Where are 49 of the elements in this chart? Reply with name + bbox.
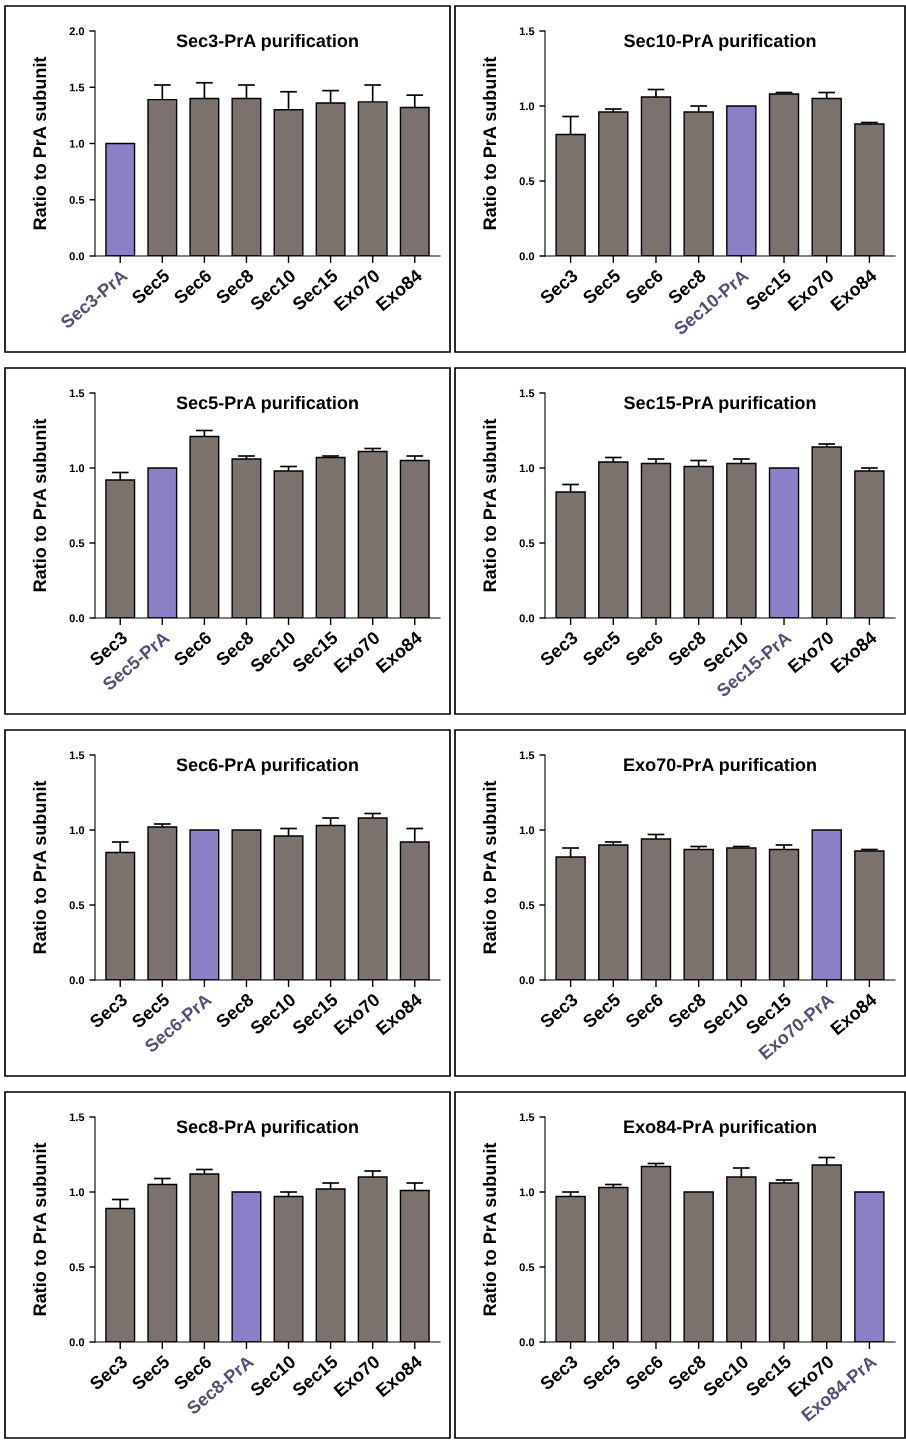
y-tick-label: 1.5 bbox=[69, 83, 85, 92]
y-tick-label: 1.0 bbox=[69, 1188, 85, 1197]
y-tick-label: 0.5 bbox=[519, 539, 535, 548]
y-tick-label: 0.5 bbox=[519, 1263, 535, 1272]
chart-title: Sec5-PrA purification bbox=[176, 395, 358, 413]
chart-title: Sec8-PrA purification bbox=[176, 1119, 358, 1137]
y-tick-label: 1.5 bbox=[69, 751, 85, 760]
y-axis-title: Ratio to PrA subunit bbox=[32, 56, 47, 230]
y-axis-title: Ratio to PrA subunit bbox=[32, 1142, 47, 1316]
y-tick-label: 0.5 bbox=[69, 196, 85, 204]
y-tick-label: 1.0 bbox=[69, 826, 85, 835]
chart-title: Sec15-PrA purification bbox=[624, 395, 816, 413]
y-tick-label: 2.0 bbox=[69, 27, 85, 36]
y-tick-label: 0.5 bbox=[69, 539, 85, 548]
y-tick-label: 0.0 bbox=[69, 976, 85, 985]
y-tick-label: 0.0 bbox=[519, 252, 535, 261]
y-tick-label: 0.5 bbox=[69, 1263, 85, 1272]
y-tick-label: 1.0 bbox=[69, 464, 85, 473]
y-tick-label: 1.0 bbox=[519, 102, 535, 111]
y-tick-label: 1.5 bbox=[69, 389, 85, 398]
y-tick-label: 1.5 bbox=[519, 27, 535, 36]
y-tick-label: 0.0 bbox=[69, 614, 85, 623]
y-tick-label: 1.5 bbox=[69, 1113, 85, 1122]
y-tick-label: 0.0 bbox=[519, 976, 535, 985]
y-tick-label: 1.0 bbox=[69, 139, 85, 148]
y-tick-label: 1.5 bbox=[519, 1113, 535, 1122]
y-tick-label: 1.0 bbox=[519, 464, 535, 473]
chart-title: Sec6-PrA purification bbox=[176, 757, 358, 775]
y-tick-label: 0.0 bbox=[519, 1338, 535, 1347]
chart-title: Sec10-PrA purification bbox=[624, 33, 816, 51]
chart-title: Exo84-PrA purification bbox=[624, 1119, 816, 1137]
y-axis-title: Ratio to PrA subunit bbox=[482, 418, 497, 592]
y-axis-title: Ratio to PrA subunit bbox=[32, 418, 47, 592]
chart-title: Sec3-PrA purification bbox=[176, 33, 358, 51]
y-tick-label: 0.5 bbox=[519, 901, 535, 910]
y-tick-label: 0.0 bbox=[69, 1338, 85, 1347]
y-axis-title: Ratio to PrA subunit bbox=[482, 780, 497, 954]
y-axis-title: Ratio to PrA subunit bbox=[482, 1142, 497, 1316]
y-tick-label: 0.0 bbox=[69, 252, 85, 261]
y-axis-title: Ratio to PrA subunit bbox=[482, 56, 497, 230]
chart-title: Exo70-PrA purification bbox=[624, 757, 816, 775]
y-tick-label: 1.0 bbox=[519, 1188, 535, 1197]
y-tick-label: 1.5 bbox=[519, 751, 535, 760]
y-axis-title: Ratio to PrA subunit bbox=[32, 780, 47, 954]
y-tick-label: 1.5 bbox=[519, 389, 535, 398]
y-tick-label: 0.0 bbox=[519, 614, 535, 623]
y-tick-label: 0.5 bbox=[69, 901, 85, 910]
y-tick-label: 0.5 bbox=[519, 177, 535, 186]
y-tick-label: 1.0 bbox=[519, 826, 535, 835]
